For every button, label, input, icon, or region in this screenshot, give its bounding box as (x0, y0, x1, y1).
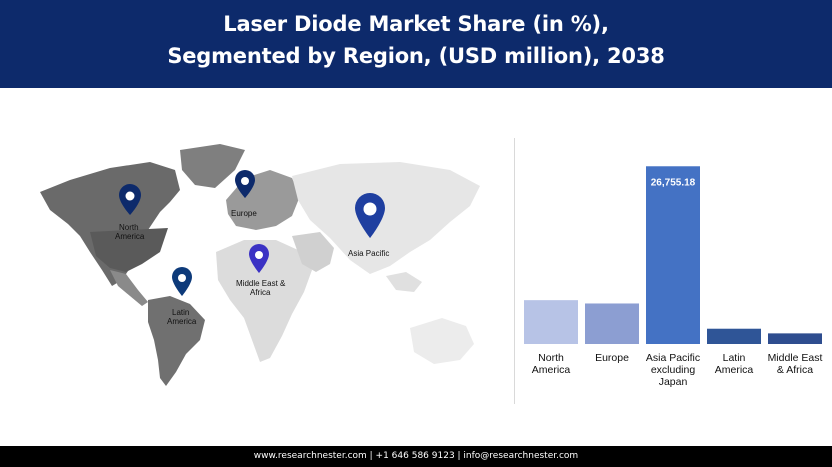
africa-shape (216, 240, 312, 362)
pin-center (241, 177, 249, 185)
chart-title-line-1: Laser Diode Market Share (in %), (223, 12, 609, 36)
x-tick-label-2-line-1: excluding (651, 364, 696, 376)
panel-divider (514, 138, 515, 404)
bar-1 (585, 303, 639, 344)
title-banner: Laser Diode Market Share (in %), Segment… (0, 0, 832, 88)
pin-latin-america[interactable]: Latin America (167, 267, 197, 326)
asia-shape (292, 162, 480, 274)
pin-label-europe: Europe (231, 209, 257, 218)
x-tick-label-1-line-0: Europe (595, 352, 629, 364)
bar-3 (707, 328, 761, 344)
pin-europe[interactable]: Europe (231, 170, 257, 218)
usa-shape (90, 228, 168, 272)
x-tick-label-4-line-0: Middle East (768, 352, 823, 364)
pin-label-latin-america-line-2: America (167, 317, 197, 326)
pin-label-middle-east-africa-line-2: Africa (250, 288, 271, 297)
pin-center (363, 202, 377, 216)
north-america-shape (40, 162, 180, 286)
x-tick-label-3-line-0: Latin (723, 352, 746, 364)
x-tick-label-2-line-0: Asia Pacific (646, 352, 700, 364)
bar-0 (524, 300, 578, 344)
chart-title-line-2: Segmented by Region, (USD million), 2038 (167, 44, 665, 68)
x-tick-label-4-line-1: & Africa (777, 364, 813, 376)
pin-middle-east-africa[interactable]: Middle East & Africa (236, 244, 286, 297)
pin-label-asia-pacific: Asia Pacific (348, 249, 389, 258)
pin-label-latin-america-line-1: Latin (172, 308, 189, 317)
bar-4 (768, 333, 822, 344)
footer-contact: www.researchnester.com | +1 646 586 9123… (0, 446, 832, 467)
pin-center (125, 191, 135, 201)
pin-label-north-america-line-2: America (115, 232, 145, 241)
pin-asia-pacific[interactable]: Asia Pacific (348, 193, 389, 258)
pin-center (178, 274, 186, 282)
data-label-2: 26,755.18 (651, 177, 696, 188)
pin-center (255, 251, 263, 259)
world-map: North America Europe Asia Pacific Middle… (40, 144, 480, 386)
pin-north-america[interactable]: North America (115, 184, 145, 241)
x-tick-label-0-line-1: America (532, 364, 571, 376)
middle-east-shape (292, 232, 334, 272)
south-america-shape (148, 296, 205, 386)
southeast-asia-shape (386, 272, 422, 292)
x-tick-label-0-line-0: North (538, 352, 564, 364)
x-tick-label-2-line-2: Japan (659, 376, 688, 388)
greenland-shape (180, 144, 245, 188)
data-labels-group: 26,755.18 (651, 177, 696, 188)
pin-label-middle-east-africa-line-1: Middle East & (236, 279, 286, 288)
bars-group (524, 166, 822, 344)
continents (40, 144, 480, 386)
pin-label-north-america-line-1: North (119, 223, 139, 232)
x-tick-label-3-line-1: America (715, 364, 754, 376)
bar-2 (646, 166, 700, 344)
australia-shape (410, 318, 474, 364)
central-america-shape (110, 270, 148, 306)
